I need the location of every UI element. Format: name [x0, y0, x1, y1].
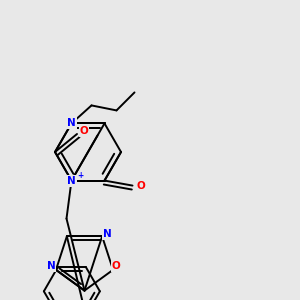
Text: N: N [46, 261, 55, 271]
Text: N: N [103, 229, 112, 239]
Text: N: N [67, 118, 76, 128]
Text: O: O [136, 181, 145, 190]
Text: N: N [67, 176, 76, 186]
Text: O: O [112, 261, 120, 271]
Text: O: O [80, 126, 88, 136]
Text: +: + [77, 171, 84, 180]
